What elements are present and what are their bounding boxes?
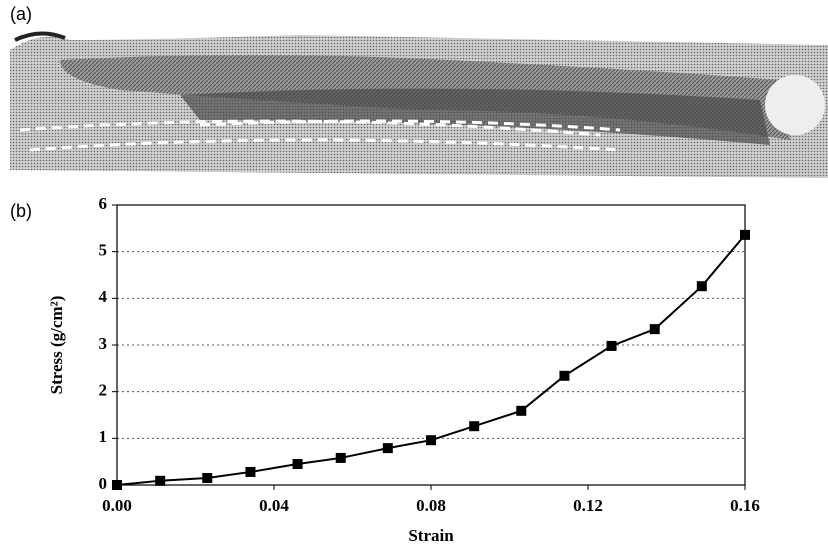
marker [606, 340, 617, 351]
data-line [116, 234, 746, 486]
panel-label: (b) [10, 201, 32, 221]
marker [335, 452, 346, 463]
marker [382, 443, 393, 454]
marker [292, 459, 303, 469]
marker [112, 480, 122, 490]
y-tick-label: 3 [99, 334, 108, 353]
marker [202, 473, 213, 483]
x-tick-label: 0.12 [573, 496, 603, 515]
marker [426, 435, 436, 446]
panel-label: (a) [10, 4, 32, 24]
y-tick-label: 1 [99, 427, 108, 446]
x-axis-label: Strain [408, 526, 454, 545]
tissue-image [10, 31, 828, 178]
x-tick-label: 0.00 [102, 496, 132, 515]
marker [155, 475, 166, 486]
marker [559, 370, 570, 381]
y-tick-label: 5 [99, 241, 108, 260]
x-tick-label: 0.08 [416, 496, 446, 515]
marker [516, 405, 527, 416]
marker [696, 281, 707, 292]
marker [245, 466, 256, 477]
plot-frame [116, 204, 746, 486]
marker [649, 324, 660, 335]
y-tick-label: 6 [99, 194, 108, 213]
marker [469, 421, 480, 432]
y-tick-label: 4 [99, 287, 108, 306]
marker [740, 229, 750, 240]
x-tick-label: 0.04 [259, 496, 289, 515]
y-tick-label: 2 [99, 381, 108, 400]
x-tick-label: 0.16 [730, 496, 760, 515]
y-axis-label: Stress (g/cm²) [47, 296, 66, 395]
y-tick-label: 0 [99, 474, 108, 493]
